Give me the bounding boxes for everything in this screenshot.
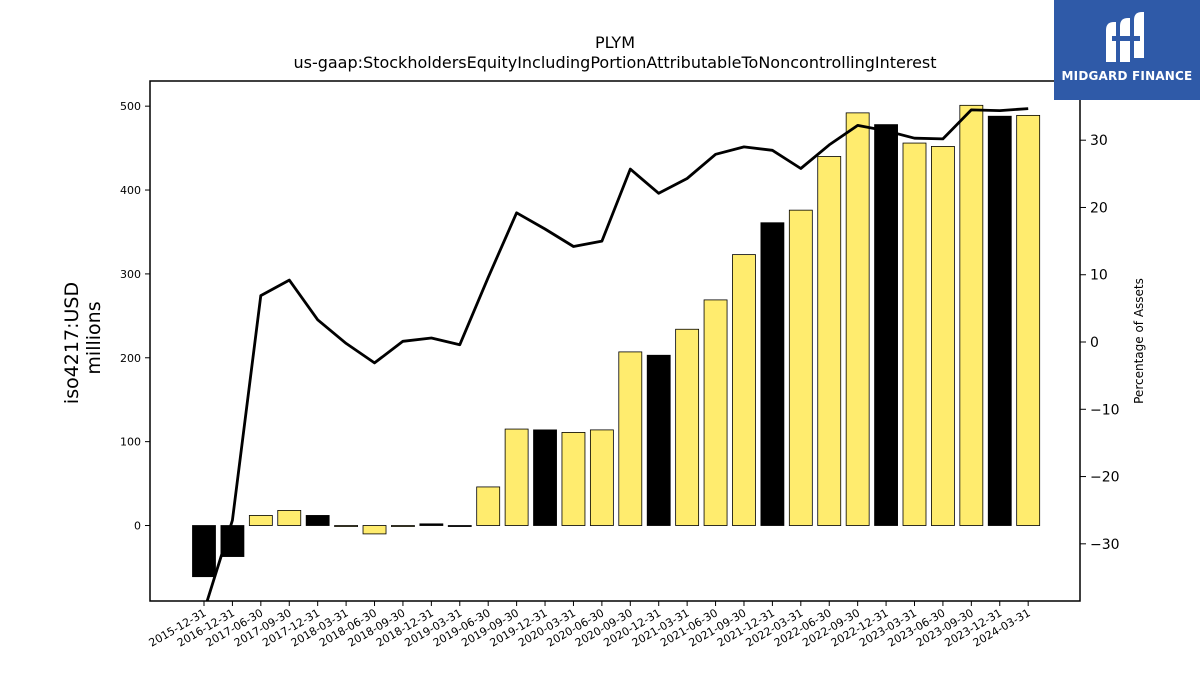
bar-2021-06-30 [703, 299, 728, 526]
bar-2023-09-30 [959, 104, 984, 526]
y2-tick-label: 10 [1090, 268, 1108, 284]
percentage-of-assets-line [205, 107, 1029, 601]
bar-2022-12-31 [874, 124, 898, 526]
bar-2019-06-30 [476, 486, 501, 526]
bar-2022-06-30 [817, 156, 842, 526]
bar-2019-03-31 [447, 525, 472, 527]
bar-2018-09-30 [391, 525, 415, 527]
bar-2017-06-30 [248, 515, 273, 526]
y-axis-label-units: millions [83, 301, 105, 374]
y-axis-label: iso4217:USD [61, 282, 83, 404]
y-tick-label: 0 [134, 520, 141, 533]
bar-2021-03-31 [675, 328, 700, 526]
y-tick-label: 300 [120, 268, 141, 281]
y2-axis-label: Percentage of Assets [1132, 278, 1146, 404]
bar-2017-12-31 [305, 515, 330, 526]
y2-tick-label: −10 [1090, 402, 1120, 418]
y2-tick-label: 0 [1090, 335, 1099, 351]
bar-2020-09-30 [618, 351, 643, 526]
bar-2017-09-30 [277, 510, 302, 526]
bar-2016-12-31 [220, 525, 245, 557]
bar-2021-09-30 [732, 254, 756, 526]
y2-tick-label: −20 [1090, 470, 1120, 486]
plot-frame [149, 80, 1081, 602]
bar-2018-12-31 [419, 523, 444, 526]
logo-mark-icon [1106, 12, 1144, 62]
bar-2018-03-31 [334, 525, 359, 527]
bar-2020-12-31 [646, 354, 671, 526]
bar-2023-06-30 [931, 146, 955, 526]
y-tick-label: 200 [120, 352, 141, 365]
y-tick-label: 500 [120, 100, 141, 113]
y2-tick-label: 20 [1090, 200, 1108, 216]
bar-2023-03-31 [902, 142, 927, 526]
y-tick-label: 100 [120, 436, 141, 449]
bar-2018-06-30 [362, 525, 387, 535]
bar-2022-09-30 [845, 112, 870, 526]
bar-2019-09-30 [504, 428, 529, 526]
bar-2020-03-31 [561, 432, 586, 526]
bar-2022-03-31 [788, 209, 813, 526]
bar-2023-12-31 [987, 115, 1012, 526]
bar-2019-12-31 [533, 429, 557, 526]
y2-tick-label: 30 [1090, 133, 1108, 149]
chart-subtitle: us-gaap:StockholdersEquityIncludingPorti… [293, 53, 936, 72]
bar-2024-03-31 [1016, 114, 1041, 526]
bar-2021-12-31 [760, 222, 785, 526]
plot-area [192, 104, 1041, 601]
chart-title: PLYM [595, 33, 635, 52]
bar-2020-06-30 [589, 429, 614, 526]
bar-2015-12-31 [192, 525, 216, 578]
logo-text: MIDGARD FINANCE [1061, 69, 1193, 83]
midgard-finance-logo: MIDGARD FINANCE [1054, 0, 1200, 100]
y2-tick-label: −30 [1090, 537, 1120, 553]
y-tick-label: 400 [120, 184, 141, 197]
